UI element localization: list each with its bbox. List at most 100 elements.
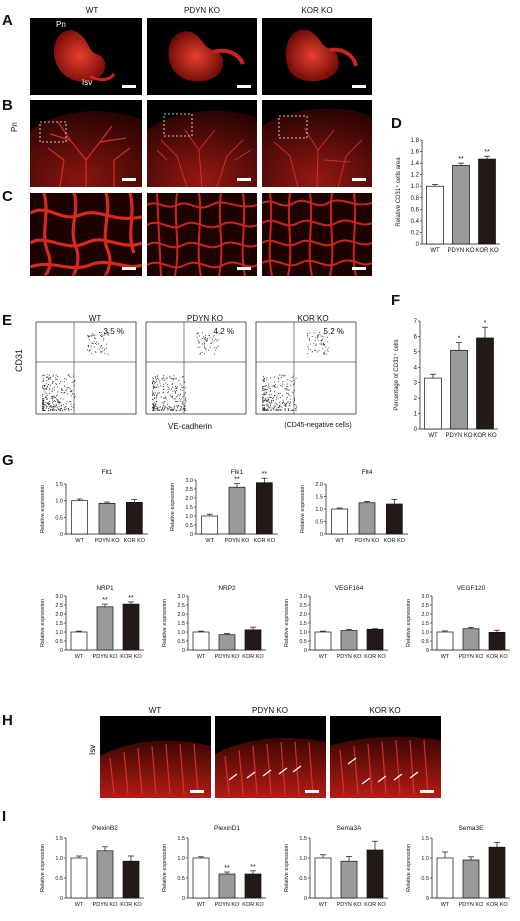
- scale-bar: [352, 267, 366, 270]
- flow-dot: [164, 379, 166, 381]
- flow-dot: [271, 399, 273, 401]
- flow-dot: [98, 348, 100, 350]
- flow-dot: [275, 405, 276, 407]
- flow-dot: [152, 381, 153, 383]
- flow-dot: [276, 408, 277, 410]
- flow-dot: [156, 387, 158, 388]
- flow-dot: [50, 405, 52, 407]
- flow-dot: [181, 387, 183, 389]
- flow-dot: [158, 378, 160, 380]
- flow-dot: [49, 387, 51, 389]
- flow-dot: [326, 353, 327, 355]
- chart-title: Sema3E: [459, 825, 485, 832]
- flow-dot: [293, 397, 295, 399]
- flow-dot: [54, 406, 56, 408]
- flow-dot: [58, 408, 60, 410]
- capillary-wt-drawing: [30, 193, 142, 276]
- flow-dot: [53, 389, 55, 391]
- flow-dot: [157, 407, 159, 409]
- flow-dot: [48, 389, 50, 391]
- flow-dot: [262, 380, 264, 382]
- flow-dot: [268, 399, 270, 401]
- flow-dot: [99, 332, 100, 333]
- flow-dot: [323, 353, 325, 355]
- flow-dot: [279, 393, 281, 394]
- flow-dot: [264, 393, 266, 395]
- flow-dot: [70, 388, 72, 390]
- flow-dot: [153, 404, 154, 406]
- flow-dot: [293, 398, 295, 400]
- flow-dot: [52, 400, 54, 402]
- flow-dot: [42, 386, 43, 388]
- flow-dot: [154, 381, 155, 383]
- scale-bar: [237, 267, 251, 270]
- flow-dot: [55, 403, 57, 405]
- y-tick-label: 2.5: [421, 603, 429, 609]
- flow-dot: [265, 399, 267, 401]
- capillary-image-pdyn: [147, 193, 257, 276]
- flow-dot: [180, 399, 182, 401]
- flow-dot: [263, 379, 265, 381]
- isv-kor-drawing: [330, 736, 441, 798]
- flow-dot: [184, 408, 186, 410]
- flow-dot: [68, 409, 70, 411]
- y-tick-label: 0: [190, 532, 193, 538]
- x-tick-label: PDYN KO: [445, 433, 472, 439]
- flow-dot: [103, 349, 105, 351]
- flow-dot: [178, 409, 180, 411]
- flow-dot: [199, 335, 200, 337]
- flow-dot: [277, 406, 279, 408]
- flow-dot: [163, 383, 165, 385]
- flow-dot: [87, 334, 89, 336]
- flow-dot: [206, 338, 208, 340]
- flow-dot: [88, 349, 90, 351]
- y-tick-label: 0.5: [185, 523, 193, 529]
- flow-dot: [287, 389, 289, 391]
- flow-dot: [152, 377, 154, 379]
- bar: [244, 629, 262, 651]
- flow-dot: [270, 402, 272, 404]
- flow-dot: [175, 409, 177, 411]
- flow-dot: [267, 386, 269, 388]
- y-tick-label: 1.2: [411, 173, 420, 179]
- flow-dot: [295, 405, 297, 407]
- flow-dot: [72, 393, 73, 395]
- flow-dot: [162, 378, 164, 379]
- flow-dot: [262, 397, 263, 399]
- flow-dot: [176, 396, 178, 398]
- flow-dot: [315, 343, 317, 345]
- flow-dot: [289, 395, 291, 397]
- flow-dot: [184, 406, 186, 408]
- flow-dot: [159, 383, 161, 385]
- flow-dot: [180, 393, 182, 395]
- flow-dot: [46, 406, 48, 408]
- flow-dot: [262, 396, 264, 398]
- flow-dot: [163, 409, 165, 411]
- flow-dot: [264, 407, 266, 409]
- y-tick-label: 3.0: [185, 478, 193, 484]
- y-tick-label: 1.5: [177, 621, 185, 627]
- flow-dot: [159, 409, 161, 411]
- x-tick-label: KOR KO: [475, 248, 499, 254]
- bar: [244, 873, 262, 899]
- flow-dot: [42, 407, 44, 408]
- flow-dot: [273, 409, 275, 411]
- y-tick-label: 0: [414, 427, 418, 433]
- flow-dot: [287, 393, 289, 395]
- flow-dot: [51, 389, 53, 391]
- embryo-image-wt: Pn Isv: [30, 18, 142, 95]
- vasculature-pdyn-drawing: [147, 110, 257, 187]
- flow-dot: [163, 375, 165, 377]
- flow-dot: [177, 400, 179, 402]
- flow-dot: [174, 389, 176, 391]
- flow-dot: [42, 385, 43, 387]
- flow-dot: [288, 389, 290, 391]
- y-tick-label: 1.0: [55, 630, 63, 636]
- flow-dot: [319, 343, 321, 345]
- flow-dot: [181, 408, 183, 410]
- flow-dot: [275, 399, 277, 401]
- flow-dot: [277, 409, 279, 411]
- flow-dot: [282, 380, 284, 382]
- y-tick-label: 1.0: [55, 856, 63, 862]
- flow-dot: [319, 332, 321, 333]
